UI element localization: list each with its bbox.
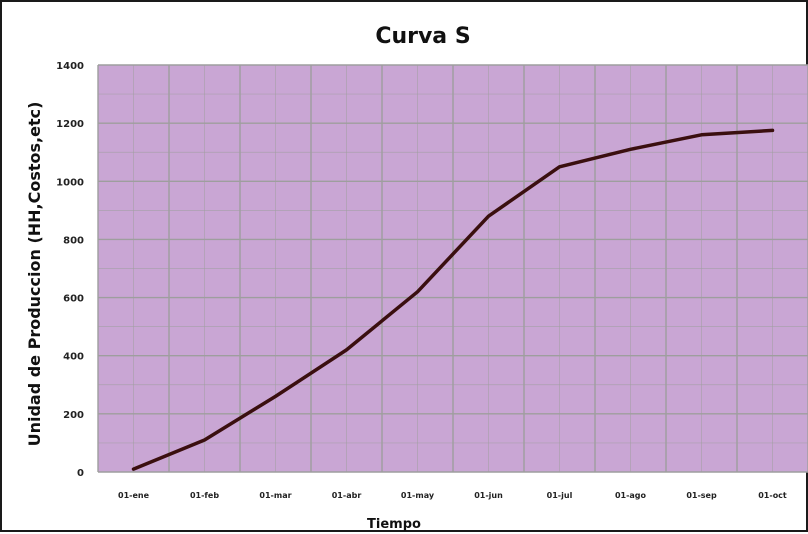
tick-labels: 0 200 400 600 800 1000 1200 1400 01-ene 01-feb 01-… — [56, 61, 787, 500]
y-axis-label: Unidad de Produccion (HH,Costos,etc) — [25, 102, 44, 447]
x-tick-label: 01-jun — [474, 491, 503, 500]
y-tick-label: 800 — [63, 235, 84, 246]
x-tick-label: 01-feb — [190, 491, 219, 500]
x-tick-label: 01-jul — [547, 491, 573, 500]
y-tick-label: 1400 — [56, 61, 84, 72]
y-tick-label: 1200 — [56, 119, 84, 130]
grid — [97, 64, 808, 473]
series-line — [131, 128, 775, 471]
y-tick-label: 400 — [63, 352, 84, 363]
x-tick-label: 01-abr — [332, 491, 362, 500]
x-tick-label: 01-may — [401, 491, 435, 500]
chart-title: Curva S — [375, 24, 470, 49]
x-tick-label: 01-mar — [259, 491, 291, 500]
y-tick-label: 600 — [63, 294, 84, 305]
x-tick-label: 01-sep — [686, 491, 717, 500]
y-tick-label: 0 — [77, 468, 84, 479]
y-tick-label: 200 — [63, 410, 84, 421]
x-tick-label: 01-ago — [615, 491, 647, 500]
y-tick-label: 1000 — [56, 177, 84, 188]
x-axis-label: Tiempo — [367, 517, 421, 532]
x-tick-label: 01-ene — [118, 491, 150, 500]
x-tick-label: 01-oct — [758, 491, 787, 500]
